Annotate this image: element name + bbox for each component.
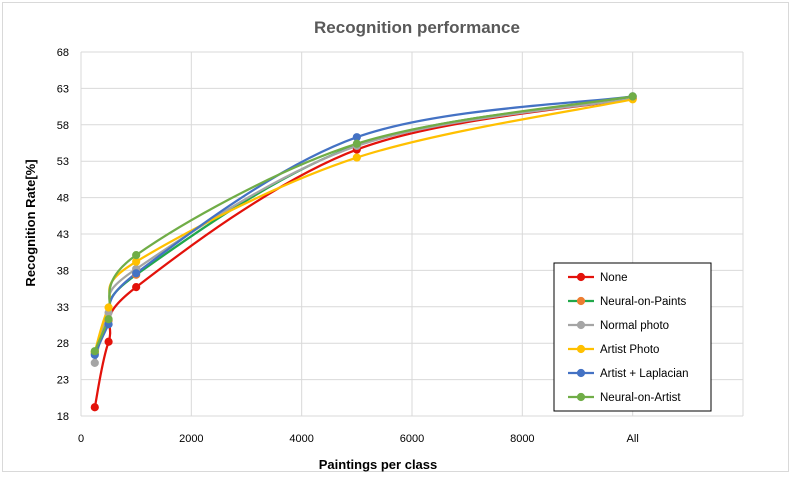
- data-point-none: [132, 283, 141, 292]
- series-markers: [90, 92, 637, 412]
- y-tick-label: 58: [57, 120, 69, 132]
- y-tick-label: 23: [57, 375, 69, 387]
- chart-title: Recognition performance: [314, 18, 520, 37]
- y-tick-label: 38: [57, 265, 69, 277]
- series-line-none: [93, 97, 633, 408]
- legend-swatch-marker-normal-photo: [576, 320, 586, 330]
- legend-label-normal-photo: Normal photo: [600, 320, 669, 332]
- line-chart: Recognition performance 0 2000 4000 6000 800…: [23, 18, 744, 472]
- y-tick-label: 43: [57, 229, 69, 241]
- chart-frame: Recognition performance 0 2000 4000 6000 800…: [2, 2, 789, 472]
- data-point-neural-on-artist: [352, 139, 361, 148]
- data-point-none: [90, 403, 99, 412]
- data-point-artist-photo: [104, 303, 113, 312]
- y-tick-label: 33: [57, 302, 69, 314]
- series-lines: [93, 95, 633, 408]
- grid: [80, 51, 744, 417]
- legend-swatch-marker-neural-on-paints: [576, 296, 586, 306]
- data-point-artist-laplacian: [132, 269, 141, 278]
- legend-swatch-marker-neural-on-artist: [576, 392, 586, 402]
- legend-swatch-marker-none: [576, 272, 586, 282]
- x-tick-label: 2000: [179, 433, 203, 445]
- x-axis-title: Paintings per class: [319, 457, 438, 472]
- x-tick-label: 0: [78, 433, 84, 445]
- y-tick-label: 63: [57, 83, 69, 95]
- y-tick-label: 68: [57, 47, 69, 59]
- data-point-artist-photo: [352, 153, 361, 162]
- legend-label-neural-on-paints: Neural-on-Paints: [600, 296, 687, 308]
- series-line-artist-photo: [93, 98, 633, 353]
- y-tick-label: 53: [57, 156, 69, 168]
- legend-swatch-marker-artist-photo: [576, 344, 586, 354]
- data-point-neural-on-artist: [628, 92, 637, 101]
- data-point-neural-on-artist: [104, 315, 113, 324]
- legend-label-artist-laplacian: Artist + Laplacian: [600, 368, 689, 380]
- x-tick-label: 4000: [289, 433, 313, 445]
- y-tick-label: 18: [57, 411, 69, 423]
- data-point-neural-on-artist: [90, 347, 99, 356]
- y-tick-labels: 18 23 28 33 38 43 48 53 58 63 68: [57, 47, 69, 423]
- y-tick-label: 48: [57, 193, 69, 205]
- legend-label-none: None: [600, 272, 628, 284]
- x-tick-labels: 0 2000 4000 6000 8000 All: [78, 433, 639, 445]
- x-tick-label: All: [627, 433, 639, 445]
- data-point-normal-photo: [90, 358, 99, 367]
- x-tick-label: 8000: [510, 433, 534, 445]
- legend-box: [553, 262, 712, 412]
- series-line-artist-laplacian: [93, 95, 633, 356]
- legend-label-artist-photo: Artist Photo: [600, 344, 659, 356]
- legend: None Neural-on-Paints Normal photo Artist P…: [553, 262, 712, 412]
- x-tick-label: 6000: [400, 433, 424, 445]
- data-point-none: [104, 337, 113, 346]
- legend-swatch-marker-artist-laplacian: [576, 368, 586, 378]
- data-point-neural-on-artist: [132, 251, 141, 260]
- y-axis-title: Recognition Rate[%]: [23, 159, 38, 286]
- y-tick-label: 28: [57, 338, 69, 350]
- legend-label-neural-on-artist: Neural-on-Artist: [600, 392, 681, 404]
- series-line-neural-on-paints: [93, 96, 633, 354]
